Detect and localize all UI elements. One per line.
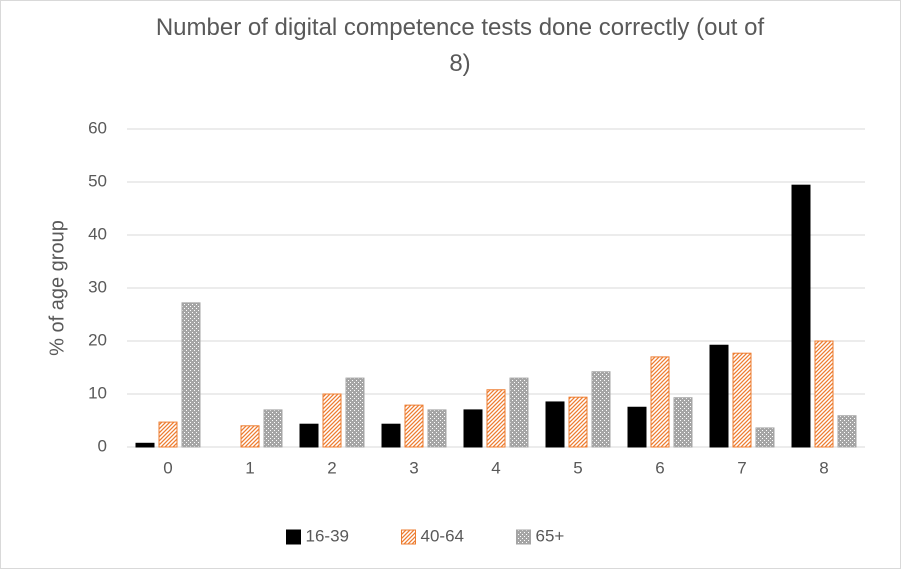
y-tick-label: 60: [88, 118, 107, 137]
bar: [158, 421, 178, 448]
bar: [545, 401, 565, 448]
bar: [427, 409, 447, 448]
x-tick-label: 4: [491, 458, 500, 477]
bar: [135, 442, 155, 448]
y-tick-label: 10: [88, 383, 107, 402]
bar: [837, 415, 857, 448]
y-tick-label: 0: [98, 436, 107, 455]
x-tick-label: 0: [163, 458, 172, 477]
bar: [345, 377, 365, 448]
x-tick-label: 3: [409, 458, 418, 477]
bar: [299, 423, 319, 448]
x-tick-label: 2: [327, 458, 336, 477]
x-tick-label: 5: [573, 458, 582, 477]
y-tick-label: 50: [88, 171, 107, 190]
legend-swatch: [286, 529, 301, 545]
x-tick-label: 7: [737, 458, 746, 477]
y-tick-label: 40: [88, 224, 107, 243]
y-axis-label: % of age group: [46, 220, 68, 356]
bar: [263, 409, 283, 448]
bar: [568, 396, 588, 448]
x-tick-label: 8: [819, 458, 828, 477]
bar: [381, 423, 401, 448]
bar: [709, 344, 729, 448]
bar: [650, 356, 670, 448]
bar: [814, 340, 834, 448]
bar: [791, 184, 811, 448]
bar: [322, 393, 342, 448]
bar: [755, 427, 775, 448]
y-tick-label: 20: [88, 330, 107, 349]
bar: [673, 397, 693, 448]
legend-swatch: [401, 529, 416, 545]
legend-swatch: [516, 529, 531, 545]
bar: [404, 404, 424, 448]
bar: [627, 406, 647, 448]
x-tick-label: 1: [245, 458, 254, 477]
bar: [463, 409, 483, 448]
legend-label: 16-39: [306, 526, 349, 545]
bar: [509, 377, 529, 448]
chart-title: Number of digital competence tests done …: [155, 14, 765, 77]
bar: [732, 352, 752, 448]
y-tick-label: 30: [88, 277, 107, 296]
bar: [181, 302, 201, 448]
bar: [591, 371, 611, 448]
legend-label: 65+: [536, 526, 565, 545]
bar: [240, 425, 260, 448]
x-tick-label: 6: [655, 458, 664, 477]
legend-label: 40-64: [421, 526, 464, 545]
bar: [486, 389, 506, 448]
